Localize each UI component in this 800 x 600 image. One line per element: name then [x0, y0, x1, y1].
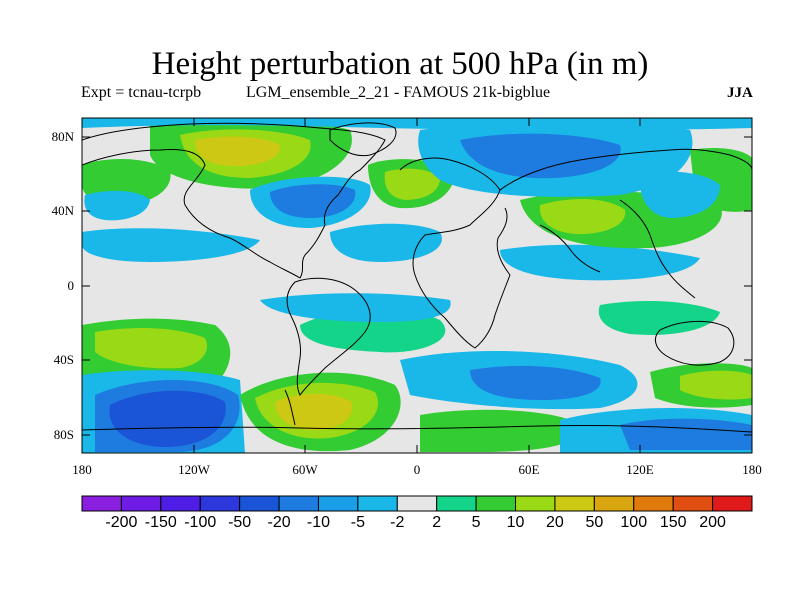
colorbar-cell	[712, 495, 753, 512]
colorbar-label: -100	[184, 514, 216, 531]
south-america-coast	[286, 277, 371, 396]
colorbar-label: 10	[507, 514, 525, 531]
contour-east-asia-blue	[639, 171, 720, 218]
experiment-label: Expt = tcnau-tcrpb	[81, 84, 202, 101]
y-tick-label-80n: 80N	[52, 129, 75, 144]
contour-band-south-indian-mid	[470, 365, 601, 400]
season-label: JJA	[727, 85, 753, 101]
antarctica-coast	[82, 424, 752, 433]
colorbar-cell	[357, 495, 398, 512]
colorbar-cell	[160, 495, 201, 512]
ensemble-label: LGM_ensemble_2_21 - FAMOUS 21k-bigblue	[246, 84, 551, 101]
x-tick-label-120w: 120W	[178, 462, 211, 477]
colorbar-label: 150	[660, 514, 687, 531]
europe-africa-coast	[399, 157, 511, 349]
contour-north-america-core	[195, 136, 281, 166]
x-tick-label-60w: 60W	[292, 462, 318, 477]
greenland-coast	[329, 122, 397, 157]
contour-band-south-east-light	[680, 370, 752, 400]
colorbar-label: -20	[267, 514, 290, 531]
colorbar-cell	[278, 495, 319, 512]
contour-low-south-pacific-core	[109, 390, 226, 448]
colorbar-cell	[554, 495, 595, 512]
x-tick-label-0: 0	[414, 462, 421, 477]
x-axis	[81, 118, 753, 453]
colorbar-label: -10	[307, 514, 330, 531]
colorbar-cell	[239, 495, 280, 512]
contour-east-atlantic-light	[384, 168, 440, 200]
colorbar-label: -200	[105, 514, 137, 531]
colorbar-label: -2	[390, 514, 404, 531]
colorbar-label: -50	[228, 514, 251, 531]
contour-tropical-blue-central	[330, 223, 442, 262]
coastlines	[82, 122, 752, 433]
colorbar-cell	[120, 495, 162, 512]
x-tick-label-180e: 180	[742, 462, 762, 477]
colorbar-label: 200	[699, 514, 726, 531]
x-tick-label-60e: 60E	[519, 462, 540, 477]
colorbar-label: 50	[585, 514, 603, 531]
y-tick-label-80s: 80S	[54, 427, 74, 442]
chart-title: Height perturbation at 500 hPa (in m)	[151, 46, 649, 82]
contour-north-pacific-blue	[84, 190, 150, 221]
colorbar-cell	[515, 495, 556, 512]
y-tick-label-40s: 40S	[54, 352, 74, 367]
y-tick-label-40n: 40N	[52, 203, 75, 218]
contour-band-south-light	[95, 328, 208, 369]
colorbar-cell	[633, 495, 674, 512]
colorbar-cell	[396, 495, 438, 512]
colorbar-label: 5	[472, 514, 481, 531]
contour-tropical-blue-east	[500, 244, 700, 281]
x-tick-label-120e: 120E	[626, 462, 654, 477]
asia-coast	[499, 148, 752, 299]
colorbar-label: 100	[620, 514, 647, 531]
colorbar-cell	[81, 495, 122, 512]
contour-band-south-lower-green	[420, 409, 581, 452]
contour-north-atlantic-mid	[270, 184, 356, 218]
colorbar: -200 -150 -100 -50 -20 -10 -5 -2 2 5 10 20 50 100 150 2…	[81, 495, 753, 531]
australia-coast	[654, 320, 735, 366]
colorbar-label: 2	[432, 514, 441, 531]
contour-tropical-blue-west	[82, 228, 260, 262]
contour-equatorial-blue-pacific	[260, 293, 451, 322]
contour-tropical-green-pacific	[598, 300, 720, 336]
antarctic-peninsula-coast	[284, 389, 296, 426]
contour-eurasia-mid	[460, 133, 621, 179]
x-tick-label-180w: 180	[72, 462, 92, 477]
contour-tropical-green-east-light	[539, 198, 626, 235]
colorbar-cell	[199, 495, 241, 512]
height-field	[82, 118, 752, 453]
colorbar-cell	[317, 495, 359, 512]
colorbar-cell	[593, 495, 635, 512]
y-axis	[82, 136, 752, 436]
colorbar-cell	[436, 495, 477, 512]
y-tick-label-0: 0	[68, 278, 75, 293]
colorbar-label: -5	[351, 514, 365, 531]
colorbar-cell	[475, 495, 517, 512]
colorbar-label: -150	[145, 514, 177, 531]
colorbar-cell	[672, 495, 714, 512]
colorbar-label: 20	[546, 514, 564, 531]
north-america-coast	[82, 122, 386, 279]
